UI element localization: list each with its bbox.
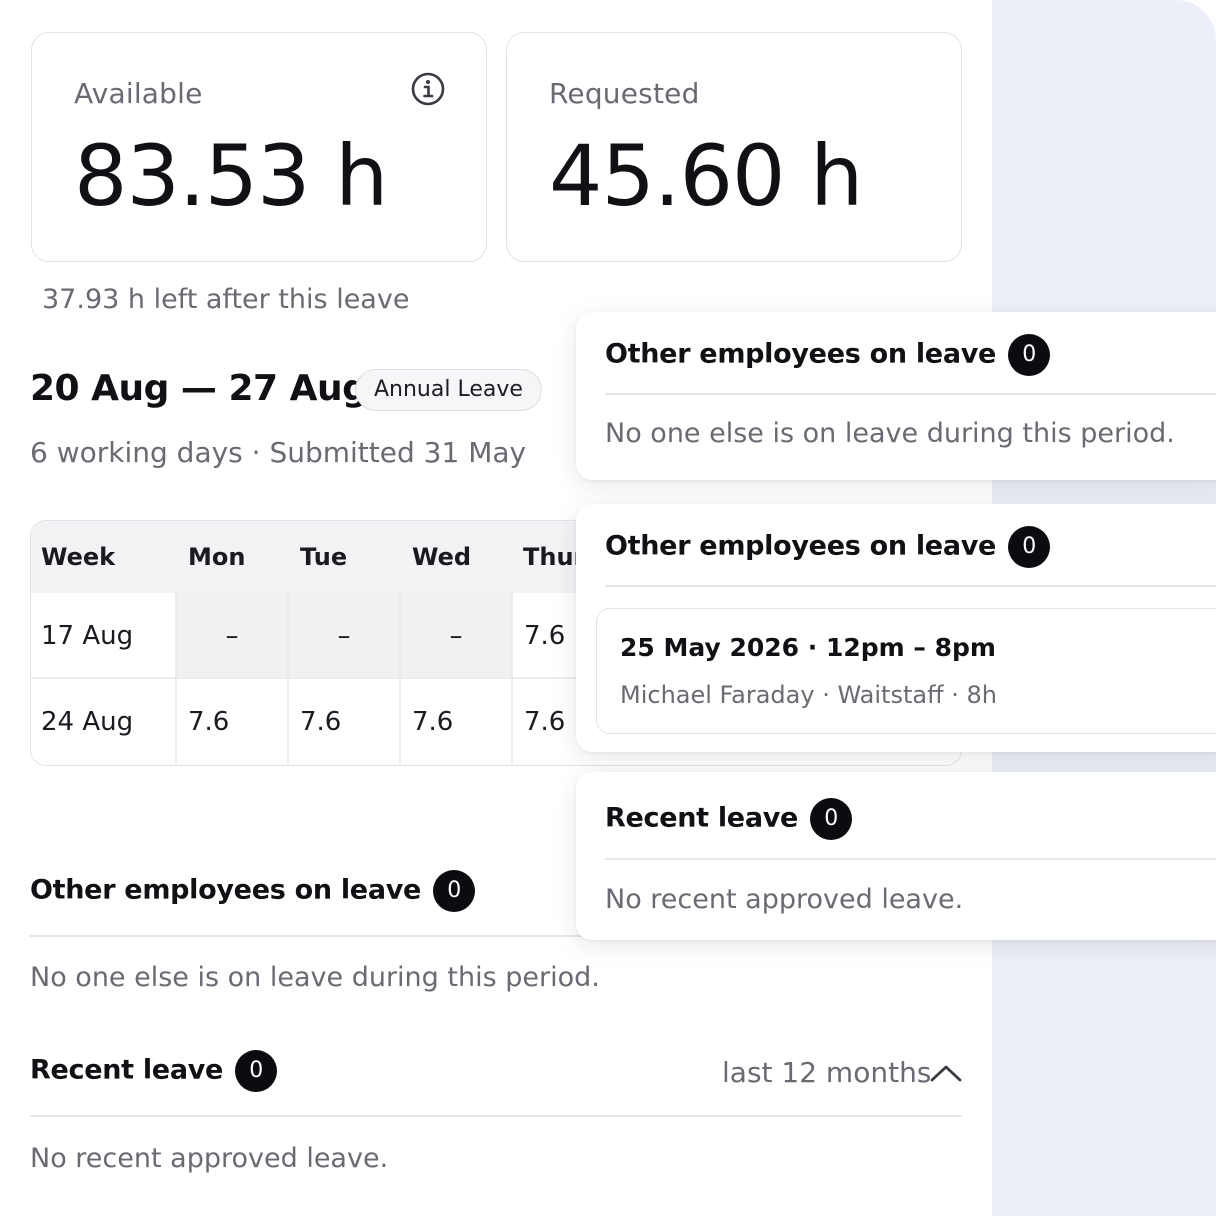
other-employees-count-badge: 0	[1008, 334, 1051, 376]
day-cell: 7.6	[412, 707, 454, 737]
other-employees-title: Other employees on leave	[605, 530, 997, 562]
available-label: Available	[74, 77, 203, 110]
other-employees-header: Other employees on leave 0	[605, 334, 1051, 376]
recent-leave-section: Recent leave 0	[30, 1050, 278, 1092]
recent-leave-title: Recent leave	[30, 1054, 224, 1086]
other-employees-count-badge: 0	[433, 870, 476, 912]
column-divider	[175, 593, 177, 765]
other-employees-title: Other employees on leave	[30, 874, 422, 906]
week-cell: 24 Aug	[41, 707, 134, 737]
column-header-mon: Mon	[176, 521, 288, 593]
request-meta: 6 working days · Submitted 31 May	[30, 436, 527, 469]
day-cell: 7.6	[300, 707, 342, 737]
requested-label: Requested	[549, 77, 700, 110]
info-icon[interactable]	[410, 71, 446, 107]
column-divider	[511, 593, 513, 765]
recent-leave-empty-message: No recent approved leave.	[605, 884, 964, 915]
day-cell: 7.6	[188, 707, 230, 737]
other-employees-card-empty: Other employees on leave 0 No one else is…	[576, 312, 1216, 480]
card-divider	[605, 393, 1216, 395]
available-balance-card: Available 83.53 h	[31, 32, 487, 262]
recent-leave-empty-message: No recent approved leave.	[30, 1143, 389, 1174]
other-employees-header: Other employees on leave 0	[605, 526, 1051, 568]
day-cell: –	[288, 593, 400, 679]
card-divider	[605, 585, 1216, 587]
shift-datetime: 25 May 2026 · 12pm – 8pm	[620, 633, 996, 662]
other-employees-empty-message: No one else is on leave during this peri…	[605, 418, 1175, 449]
leave-date-range: 20 Aug — 27 Aug	[30, 368, 368, 409]
day-cell: 7.6	[524, 707, 566, 737]
other-employees-card-shift: Other employees on leave 0 25 May 2026 · …	[576, 504, 1216, 752]
leave-type-badge: Annual Leave	[355, 369, 542, 411]
week-cell: 17 Aug	[41, 621, 134, 651]
column-header-wed: Wed	[400, 521, 512, 593]
card-divider	[605, 858, 1216, 860]
column-header-tue: Tue	[288, 521, 400, 593]
requested-value: 45.60 h	[549, 127, 863, 225]
requested-card: Requested 45.60 h	[506, 32, 962, 262]
shift-employee-details: Michael Faraday · Waitstaff · 8h	[620, 681, 997, 709]
remaining-balance-note: 37.93 h left after this leave	[42, 284, 410, 315]
column-header-week: Week	[31, 521, 176, 593]
available-value: 83.53 h	[74, 127, 388, 225]
row-divider	[31, 677, 961, 679]
other-employees-count-badge: 0	[1008, 526, 1051, 568]
recent-leave-title: Recent leave	[605, 802, 799, 834]
other-employees-title: Other employees on leave	[605, 338, 997, 370]
column-divider	[399, 593, 401, 765]
day-cell: –	[400, 593, 512, 679]
column-divider	[287, 593, 289, 765]
recent-leave-card: Recent leave 0 No recent approved leave.	[576, 772, 1216, 940]
chevron-up-icon[interactable]	[928, 1060, 964, 1086]
day-cell: 7.6	[524, 621, 566, 651]
section-divider	[30, 1115, 962, 1117]
section-divider	[30, 935, 962, 937]
recent-leave-period-toggle[interactable]: last 12 months	[722, 1056, 932, 1089]
recent-leave-count-badge: 0	[235, 1050, 278, 1092]
day-cell: –	[176, 593, 288, 679]
recent-leave-header: Recent leave 0	[605, 798, 853, 840]
shift-item[interactable]: 25 May 2026 · 12pm – 8pm Michael Faraday…	[596, 608, 1216, 734]
recent-leave-count-badge: 0	[810, 798, 853, 840]
other-employees-empty-message: No one else is on leave during this peri…	[30, 962, 600, 993]
other-employees-section: Other employees on leave 0	[30, 870, 476, 912]
